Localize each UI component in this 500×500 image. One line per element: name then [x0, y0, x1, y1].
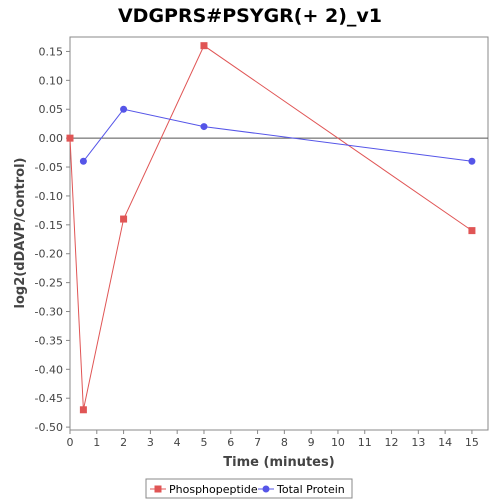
x-tick-label: 7 — [254, 436, 261, 449]
x-tick-label: 10 — [331, 436, 345, 449]
legend: Phosphopeptide Total Protein — [145, 478, 353, 499]
legend-marker — [262, 485, 270, 493]
x-tick-label: 6 — [227, 436, 234, 449]
x-tick-label: 15 — [465, 436, 479, 449]
series-total-protein — [79, 105, 476, 165]
x-axis-label: Time (minutes) — [223, 455, 334, 470]
x-axis: 0 1 2 3 4 5 6 7 8 9 10 11 12 13 14 15 — [67, 429, 488, 449]
data-point — [79, 157, 87, 165]
y-tick-label: -0.35 — [35, 334, 63, 347]
x-tick-label: 3 — [147, 436, 154, 449]
y-tick-label: -0.25 — [35, 277, 63, 290]
series-line — [83, 108, 472, 162]
y-tick-label: -0.05 — [35, 161, 63, 174]
x-tick-label: 8 — [281, 436, 288, 449]
x-tick-label: 9 — [308, 436, 315, 449]
legend-box — [145, 478, 353, 499]
x-tick-label: 11 — [358, 436, 372, 449]
chart-title: VDGPRS#PSYGR(+ 2)_v1 — [118, 5, 382, 27]
x-tick-label: 12 — [385, 436, 399, 449]
data-point — [79, 406, 87, 414]
y-axis: 0.15 0.10 0.05 0.00 -0.05 -0.10 -0.15 -0.20 -0.2… — [35, 37, 71, 434]
x-tick-label: 0 — [67, 436, 74, 449]
legend-label: Total Protein — [276, 483, 345, 496]
data-point — [468, 227, 476, 235]
series-layer — [66, 42, 476, 414]
legend-label: Phosphopeptide — [169, 483, 258, 496]
series-phosphopeptide — [66, 42, 476, 414]
x-tick-label: 1 — [93, 436, 100, 449]
y-tick-label: -0.15 — [35, 219, 63, 232]
plot-area — [69, 36, 489, 431]
y-tick-label: -0.10 — [35, 190, 63, 203]
y-axis-label: log2(dDAVP/Control) — [13, 158, 28, 309]
data-point — [120, 215, 128, 223]
data-point — [200, 42, 208, 50]
x-tick-label: 5 — [200, 436, 207, 449]
y-tick-label: -0.45 — [35, 392, 63, 405]
y-tick-label: 0.05 — [39, 103, 64, 116]
data-point — [66, 134, 74, 142]
data-point — [200, 123, 208, 131]
x-tick-label: 2 — [120, 436, 127, 449]
y-tick-label: -0.50 — [35, 421, 63, 434]
y-tick-label: 0.15 — [39, 45, 64, 58]
data-point — [120, 105, 128, 113]
y-tick-label: -0.30 — [35, 306, 63, 319]
data-point — [468, 157, 476, 165]
x-tick-label: 4 — [174, 436, 181, 449]
x-tick-label: 13 — [411, 436, 425, 449]
y-tick-label: -0.20 — [35, 248, 63, 261]
legend-marker — [154, 485, 162, 493]
y-tick-label: 0.00 — [39, 132, 64, 145]
x-tick-label: 14 — [438, 436, 452, 449]
y-tick-label: -0.40 — [35, 363, 63, 376]
y-tick-label: 0.10 — [39, 74, 64, 87]
